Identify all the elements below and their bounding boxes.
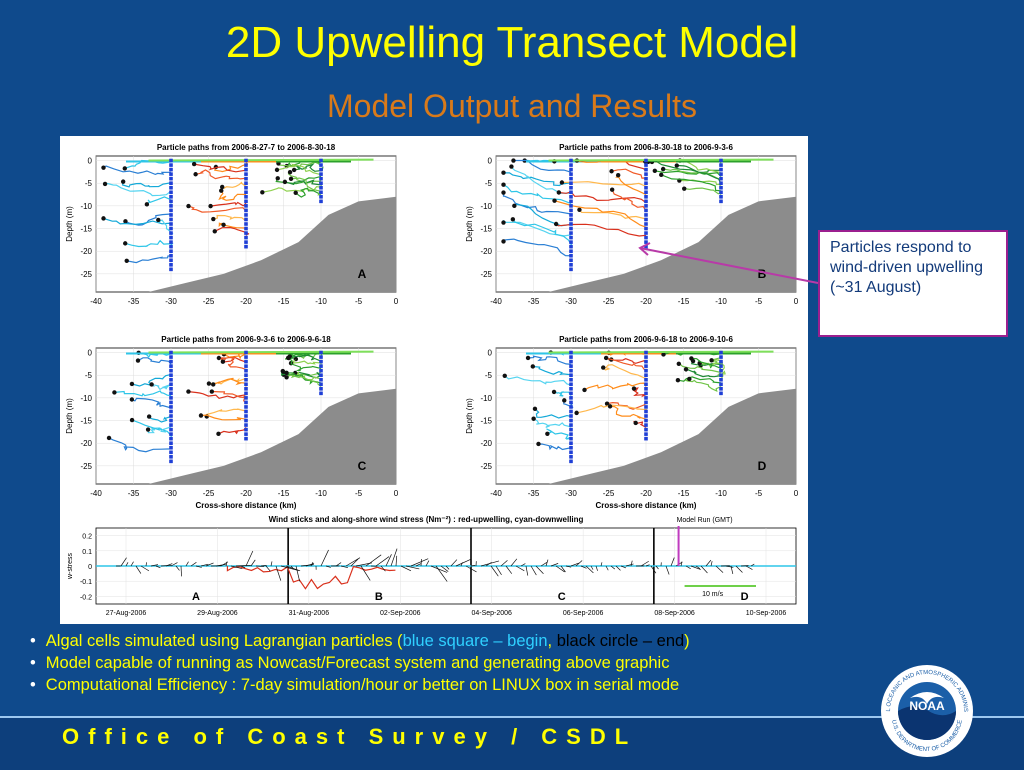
bullet-list: Algal cells simulated using Lagrangian p… <box>30 630 890 696</box>
bullet-1: Algal cells simulated using Lagrangian p… <box>30 630 890 652</box>
bullet-1-sep: , <box>548 632 557 650</box>
footer-text: Office of Coast Survey / CSDL <box>62 724 637 750</box>
bullet-2: Model capable of running as Nowcast/Fore… <box>30 652 890 674</box>
bullet-1-end: ) <box>684 632 690 650</box>
bullet-1-text: Algal cells simulated using Lagrangian p… <box>46 632 403 650</box>
bullet-1-blue: blue square – begin <box>403 632 548 650</box>
bullet-1-black: black circle – end <box>557 632 684 650</box>
bullet-3: Computational Efficiency : 7-day simulat… <box>30 674 890 696</box>
noaa-logo-text: NOAA <box>909 699 945 713</box>
noaa-logo-icon: NOAA NATIONAL OCEANIC AND ATMOSPHERIC AD… <box>880 664 974 758</box>
